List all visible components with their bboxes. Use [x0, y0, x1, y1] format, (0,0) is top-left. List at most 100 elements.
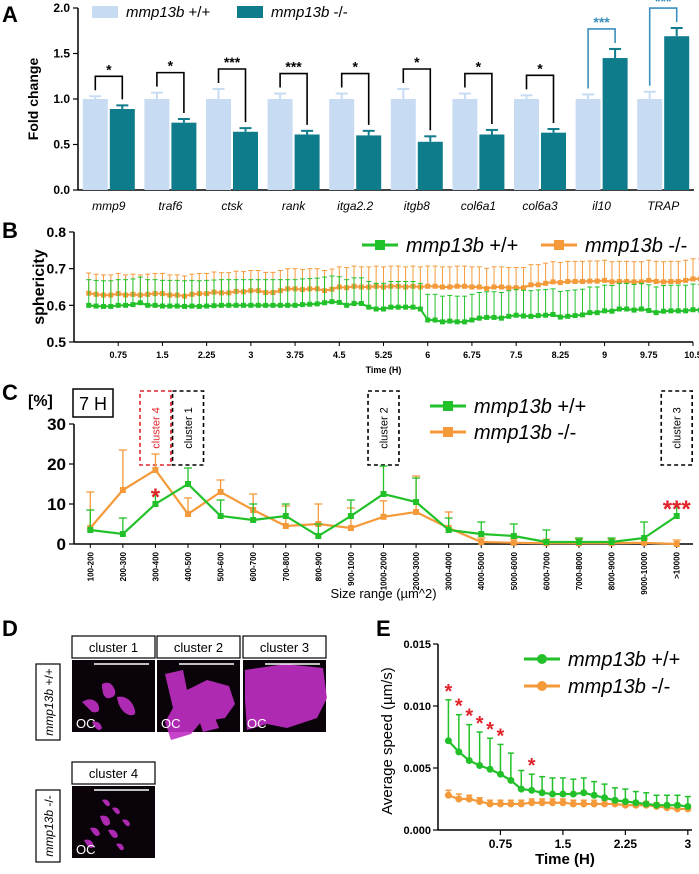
- b-point-wt: [521, 313, 527, 319]
- e-point-ko: [559, 799, 567, 807]
- a-sig-bracket: [279, 72, 308, 125]
- a-bar-ko: [479, 134, 505, 190]
- b-point-ko: [594, 278, 600, 284]
- d-tile-title-box: [71, 761, 156, 785]
- b-point-wt: [358, 301, 364, 306]
- d-tile-blob: [245, 664, 327, 730]
- e-x-axis-label: Time (H): [535, 851, 595, 868]
- e-point-ko: [569, 800, 577, 808]
- b-point-wt: [491, 314, 497, 320]
- e-x-tick-label: 3: [684, 837, 691, 851]
- c-point-wt: [152, 501, 159, 507]
- d-row-label-box: [35, 789, 61, 863]
- e-point-wt: [444, 737, 452, 745]
- b-point-ko: [476, 284, 482, 290]
- e-y-tick-label: 0.015: [403, 639, 431, 651]
- b-point-wt: [373, 306, 379, 312]
- a-sig-bracket: [464, 72, 493, 124]
- b-point-wt: [388, 304, 394, 310]
- b-y-axis-label: sphericity: [31, 249, 48, 325]
- a-category-label: mmp9: [92, 199, 126, 213]
- e-point-wt: [621, 797, 629, 805]
- a-sig-label: *: [476, 59, 482, 75]
- a-y-axis-label: Fold change: [25, 58, 41, 141]
- b-legend-label-wt: mmp13b +/+: [406, 235, 518, 257]
- c-point-ko: [673, 541, 680, 547]
- c-point-ko: [380, 513, 387, 520]
- c-point-wt: [641, 535, 648, 541]
- e-y-tick-label: 0.000: [403, 825, 431, 837]
- b-point-ko: [631, 279, 637, 285]
- a-sig-bracket: [156, 71, 185, 114]
- b-point-wt: [609, 308, 615, 314]
- b-point-wt: [255, 302, 261, 308]
- e-point-wt: [528, 786, 536, 794]
- c-x-tick-label: 300-400: [151, 551, 160, 581]
- d-tile-blob: [82, 682, 136, 730]
- a-bar-ko: [664, 36, 690, 191]
- b-point-ko: [484, 285, 490, 291]
- b-point-wt: [594, 310, 600, 316]
- d-tile-oc-label: OC: [76, 716, 96, 731]
- panel-label-b: B: [2, 218, 18, 243]
- c-point-wt: [347, 513, 354, 519]
- a-sig-bracket: [217, 68, 247, 123]
- b-point-wt: [484, 314, 490, 320]
- b-y-tick-label: 0.5: [47, 334, 67, 350]
- b-point-wt: [565, 313, 571, 319]
- b-point-wt: [100, 303, 106, 309]
- b-point-wt: [152, 302, 158, 308]
- b-x-tick-label: 1.5: [156, 350, 169, 360]
- a-bar-wt: [206, 99, 231, 190]
- a-bar-wt: [514, 99, 539, 190]
- c-x-tick-label: 1000-2000: [380, 551, 389, 590]
- b-point-ko: [572, 279, 578, 284]
- e-point-ko: [549, 799, 557, 807]
- e-sig-star: *: [445, 681, 453, 703]
- e-point-ko: [455, 795, 463, 803]
- a-sig-bracket: [340, 72, 370, 125]
- e-point-wt: [653, 801, 661, 809]
- a-bar-wt: [390, 99, 416, 190]
- b-point-wt: [115, 302, 121, 308]
- b-point-wt: [668, 308, 674, 314]
- e-point-ko: [444, 791, 452, 799]
- e-point-wt: [663, 801, 671, 809]
- e-point-wt: [673, 801, 681, 809]
- b-point-ko: [550, 279, 556, 285]
- e-point-wt: [465, 757, 473, 765]
- b-point-wt: [579, 312, 585, 318]
- e-x-tick-label: 0.75: [489, 837, 513, 851]
- e-point-wt: [455, 748, 463, 756]
- b-point-wt: [218, 302, 224, 308]
- c-x-tick-label: 200-300: [119, 551, 128, 581]
- c-point-wt: [608, 539, 615, 545]
- c-sig-star: ***: [663, 496, 692, 523]
- c-x-tick-label: 3000-4000: [445, 551, 454, 590]
- d-tile-oc-label: OC: [247, 716, 267, 731]
- b-point-wt: [476, 315, 482, 321]
- a-category-label: itga2.2: [337, 199, 373, 213]
- c-x-axis-label: Size range (µm^2): [330, 586, 436, 601]
- a-sig-label: ***: [224, 54, 241, 70]
- panel-d-image-grid: cluster 1 OC cluster 2 OC cluster 3 OC cluster…: [35, 635, 327, 863]
- d-tile-oc-label: OC: [161, 716, 181, 731]
- b-point-wt: [439, 319, 445, 325]
- b-point-wt: [646, 307, 652, 313]
- d-row-label-ko: mmp13b -/-: [42, 795, 56, 856]
- d-tile-title: cluster 3: [260, 640, 309, 655]
- b-point-ko: [616, 279, 622, 284]
- c-x-tick-label: 400-500: [184, 551, 193, 581]
- b-series-line-wt: [88, 300, 699, 323]
- b-point-ko: [454, 283, 460, 289]
- b-point-ko: [653, 279, 659, 284]
- a-sig-label: ***: [285, 59, 302, 75]
- e-point-wt: [569, 790, 577, 798]
- b-point-wt: [366, 304, 372, 310]
- b-point-ko: [447, 284, 453, 290]
- a-category-label: ctsk: [221, 199, 243, 213]
- b-point-wt: [159, 303, 165, 309]
- c-legend-marker-wt: [443, 401, 453, 411]
- b-x-axis-label: Time (H): [366, 365, 402, 375]
- c-timepoint-label: 7 H: [79, 394, 107, 414]
